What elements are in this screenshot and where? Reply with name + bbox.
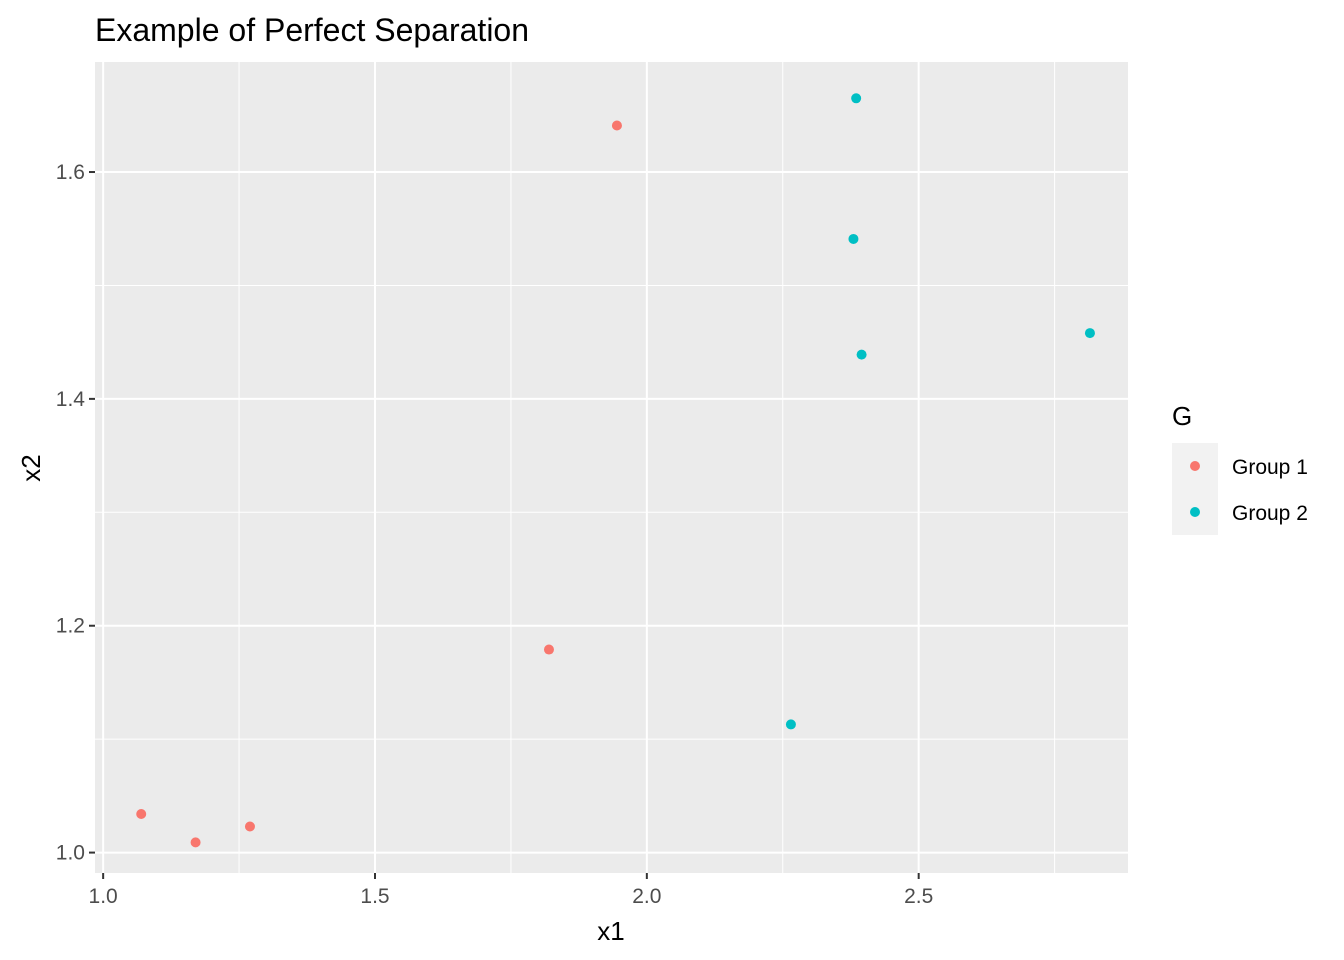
- x-tick-label: 2.5: [904, 885, 933, 908]
- x-tick-label: 1.5: [360, 885, 389, 908]
- y-tick-label: 1.4: [56, 388, 86, 411]
- data-point: [611, 120, 622, 131]
- data-point: [543, 644, 554, 655]
- x-tick-label: 2.0: [632, 885, 661, 908]
- y-tick-label: 1.0: [56, 842, 85, 865]
- legend: G Group 1 Group 2: [1172, 401, 1308, 535]
- x-tick-label: 1.0: [89, 885, 118, 908]
- data-point: [136, 809, 147, 820]
- data-point: [1084, 328, 1095, 339]
- major-gridlines: [95, 62, 1128, 873]
- minor-gridlines: [95, 62, 1128, 873]
- plot-panel: [95, 62, 1128, 873]
- y-tick-label: 1.6: [56, 161, 85, 184]
- legend-items: Group 1 Group 2: [1190, 456, 1308, 525]
- x-axis-title: x1: [597, 916, 624, 946]
- legend-title: G: [1172, 401, 1192, 431]
- legend-key: [1190, 461, 1200, 471]
- data-point: [785, 719, 796, 730]
- legend-key: [1190, 507, 1200, 517]
- chart-title: Example of Perfect Separation: [95, 12, 529, 48]
- y-tick-label: 1.2: [56, 615, 85, 638]
- y-axis: 1.0 1.2 1.4 1.6: [56, 161, 95, 865]
- legend-label: Group 2: [1232, 502, 1308, 525]
- data-points: [136, 93, 1095, 848]
- legend-label: Group 1: [1232, 456, 1308, 479]
- data-point: [848, 233, 859, 244]
- data-point: [856, 349, 867, 360]
- data-point: [244, 821, 255, 832]
- x-axis: 1.0 1.5 2.0 2.5: [89, 873, 933, 908]
- data-point: [190, 837, 201, 848]
- data-point: [851, 93, 862, 104]
- y-axis-title: x2: [16, 454, 46, 481]
- legend-key-background: [1172, 443, 1218, 535]
